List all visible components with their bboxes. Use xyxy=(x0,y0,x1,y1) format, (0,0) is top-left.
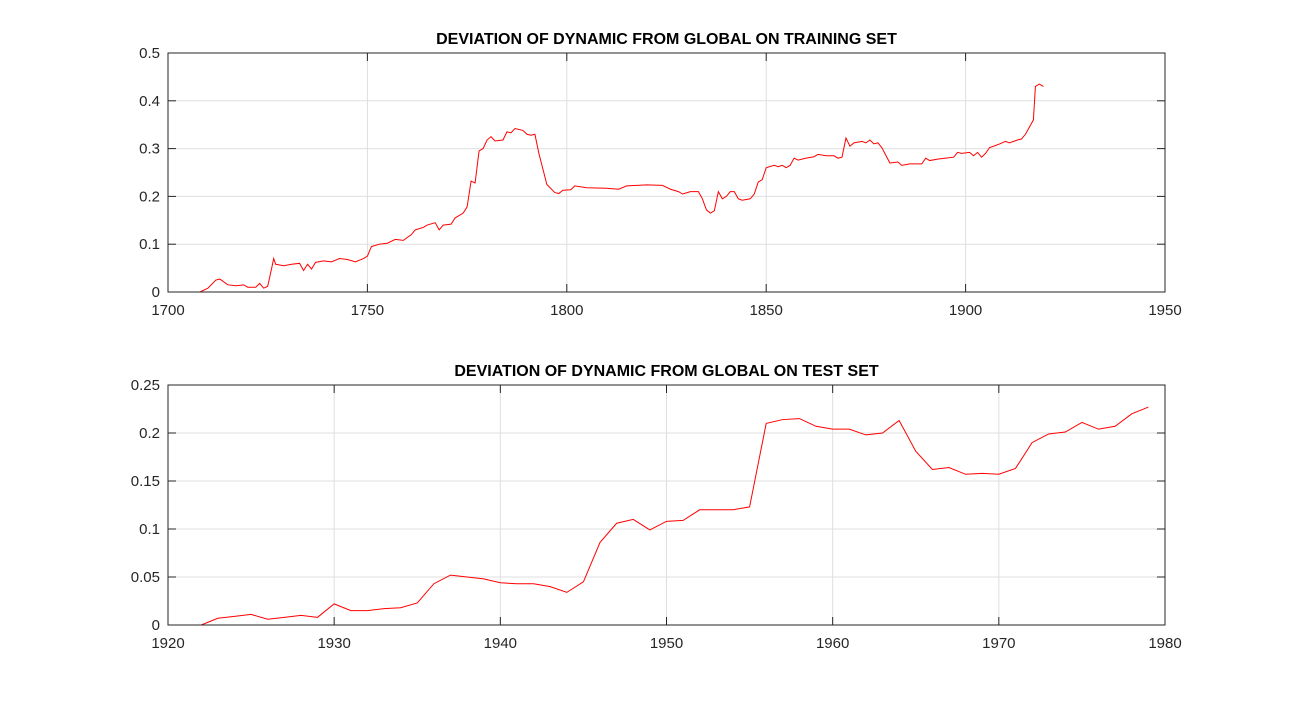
chart-title: DEVIATION OF DYNAMIC FROM GLOBAL ON TRAI… xyxy=(436,31,897,48)
line xyxy=(199,83,1044,293)
x-tick-label: 1800 xyxy=(550,302,583,319)
x-tick-label: 1970 xyxy=(982,635,1015,652)
x-tick-label: 1920 xyxy=(151,635,184,652)
x-tick-label: 1950 xyxy=(650,635,683,652)
plot-border xyxy=(167,52,1166,293)
y-tick-label: 0.5 xyxy=(139,45,160,62)
y-tick-label: 0.3 xyxy=(139,141,160,158)
x-tick-label: 1750 xyxy=(351,302,384,319)
x-tick-label: 1940 xyxy=(484,635,517,652)
x-tick-label: 1960 xyxy=(816,635,849,652)
x-tick-label: 1700 xyxy=(151,302,184,319)
y-tick-label: 0.05 xyxy=(131,569,160,586)
plot-border xyxy=(167,384,1166,626)
y-tick-label: 0 xyxy=(152,284,160,301)
chart-title: DEVIATION OF DYNAMIC FROM GLOBAL ON TEST… xyxy=(454,363,879,380)
plot-area xyxy=(168,53,1165,292)
x-tick-label: 1900 xyxy=(949,302,982,319)
x-tick-label: 1950 xyxy=(1148,302,1181,319)
x-tick-label: 1980 xyxy=(1148,635,1181,652)
x-tick-label: 1930 xyxy=(317,635,350,652)
y-tick-label: 0.1 xyxy=(139,521,160,538)
x-tick-label: 1850 xyxy=(750,302,783,319)
y-tick-label: 0.2 xyxy=(139,425,160,442)
y-tick-label: 0.1 xyxy=(139,236,160,253)
y-tick-label: 0 xyxy=(152,617,160,634)
y-tick-label: 0.4 xyxy=(139,93,160,110)
y-tick-label: 0.2 xyxy=(139,188,160,205)
y-tick-label: 0.25 xyxy=(131,377,160,394)
y-tick-label: 0.15 xyxy=(131,473,160,490)
line xyxy=(184,406,1149,626)
